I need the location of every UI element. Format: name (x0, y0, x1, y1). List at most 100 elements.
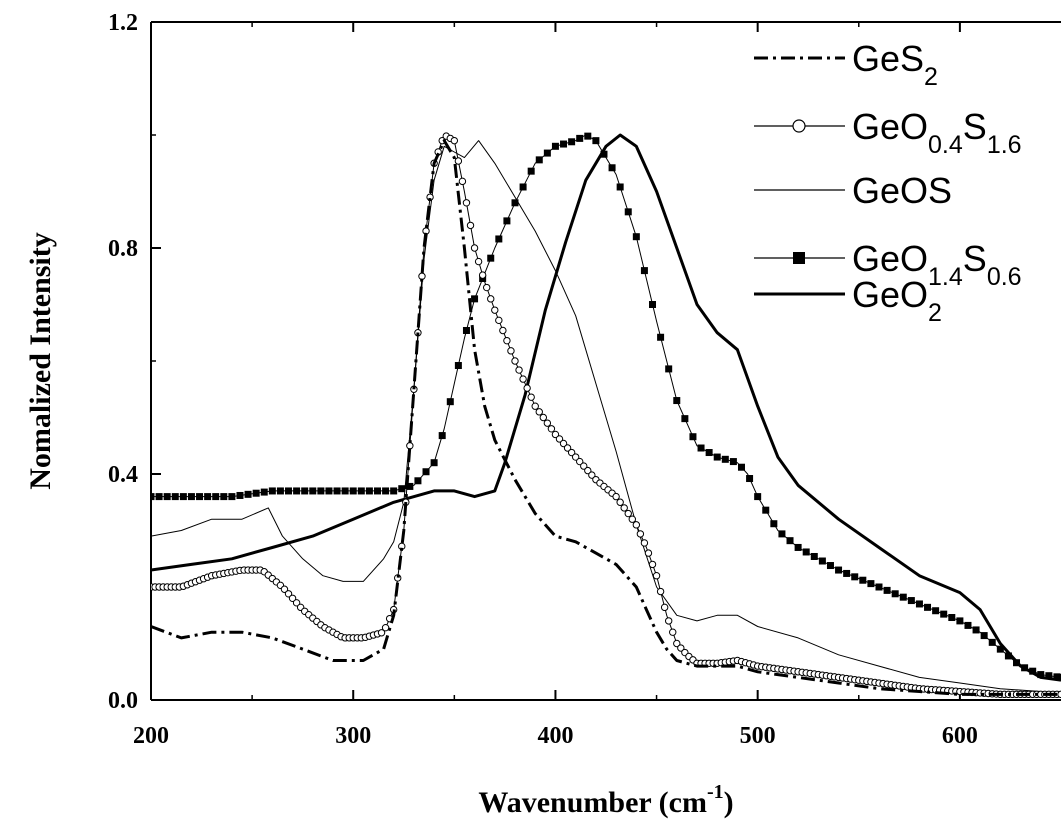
data-point (713, 453, 721, 461)
data-point (499, 326, 507, 335)
data-point (689, 433, 697, 441)
data-point (478, 271, 487, 279)
data-point (482, 283, 491, 292)
data-point (244, 490, 252, 498)
data-point (171, 493, 179, 501)
x-tick-label: 300 (335, 723, 371, 749)
data-point (462, 199, 471, 207)
data-point (292, 599, 301, 607)
data-point (664, 617, 673, 625)
data-point (466, 221, 475, 230)
data-point (948, 614, 956, 622)
data-point (551, 430, 560, 439)
series-line (151, 140, 1061, 695)
data-point (624, 208, 632, 216)
data-point (333, 487, 341, 495)
data-point (555, 435, 564, 443)
data-point (228, 493, 236, 501)
y-tick-label: 0.0 (108, 688, 138, 714)
data-point (535, 156, 543, 164)
data-point (563, 444, 572, 452)
data-point (357, 487, 365, 495)
data-point (746, 475, 754, 483)
data-point (915, 600, 923, 608)
data-point (576, 457, 584, 466)
data-point (988, 638, 996, 646)
series-line (151, 139, 1061, 696)
x-axis-ticks: 200 300 400 500 600 (133, 22, 978, 749)
data-point (471, 295, 479, 303)
data-point (660, 603, 669, 612)
legend-item-ges2: GeS2 (754, 38, 938, 91)
data-point (616, 498, 624, 506)
x-tick-label: 600 (942, 723, 978, 749)
data-point (980, 632, 988, 640)
data-point (802, 548, 810, 556)
data-point (280, 585, 289, 593)
data-point (284, 590, 293, 598)
data-point (584, 132, 592, 140)
legend-label: GeOS (852, 170, 952, 211)
data-point (628, 515, 636, 523)
data-point (940, 610, 948, 618)
data-point (899, 593, 907, 601)
data-point (155, 493, 163, 501)
data-point (236, 491, 244, 499)
data-point (932, 607, 940, 615)
data-point (632, 233, 640, 241)
data-point (527, 167, 535, 175)
data-point (656, 587, 665, 596)
data-point (487, 254, 495, 262)
data-point (652, 572, 661, 580)
data-point (624, 509, 632, 518)
data-point (523, 384, 531, 392)
data-point (996, 645, 1004, 653)
data-point (576, 134, 584, 142)
data-point (438, 432, 446, 440)
data-point (187, 493, 195, 501)
data-point (390, 487, 398, 495)
series-geo1-4s0-6 (151, 132, 1061, 681)
data-point (301, 487, 309, 495)
data-point (430, 459, 438, 467)
data-point (762, 506, 770, 514)
x-axis-title: Wavenumber (cm-1) (478, 781, 733, 819)
data-point (220, 493, 228, 501)
data-point (377, 629, 386, 637)
series-geo2 (151, 133, 1061, 682)
series-ges2 (151, 139, 1061, 696)
data-point (515, 366, 523, 374)
data-point (875, 583, 883, 591)
data-point (956, 617, 964, 625)
data-point (786, 537, 794, 545)
data-point (867, 580, 875, 588)
data-point (835, 566, 843, 574)
data-point (495, 316, 503, 325)
series-geos (151, 140, 1061, 695)
data-point (179, 493, 187, 501)
data-point (677, 644, 685, 652)
data-point (487, 295, 495, 303)
data-point (721, 455, 729, 463)
data-point (543, 149, 551, 157)
data-point (252, 489, 260, 497)
data-point (293, 487, 301, 495)
data-point (341, 487, 349, 495)
data-point (204, 493, 212, 501)
data-point (843, 569, 851, 577)
data-point (826, 562, 834, 570)
data-point (657, 333, 665, 341)
y-tick-label: 0.4 (108, 462, 138, 488)
x-tick-label: 500 (740, 723, 776, 749)
data-point (495, 235, 503, 243)
data-point (705, 449, 713, 457)
data-point (754, 493, 762, 501)
data-point (519, 375, 527, 383)
data-point (260, 488, 268, 496)
data-point (196, 493, 204, 501)
data-point (406, 442, 414, 450)
data-point (1053, 673, 1061, 681)
data-point (640, 267, 648, 275)
data-point (365, 487, 373, 495)
series-geo0-4s1-6 (151, 132, 1061, 699)
